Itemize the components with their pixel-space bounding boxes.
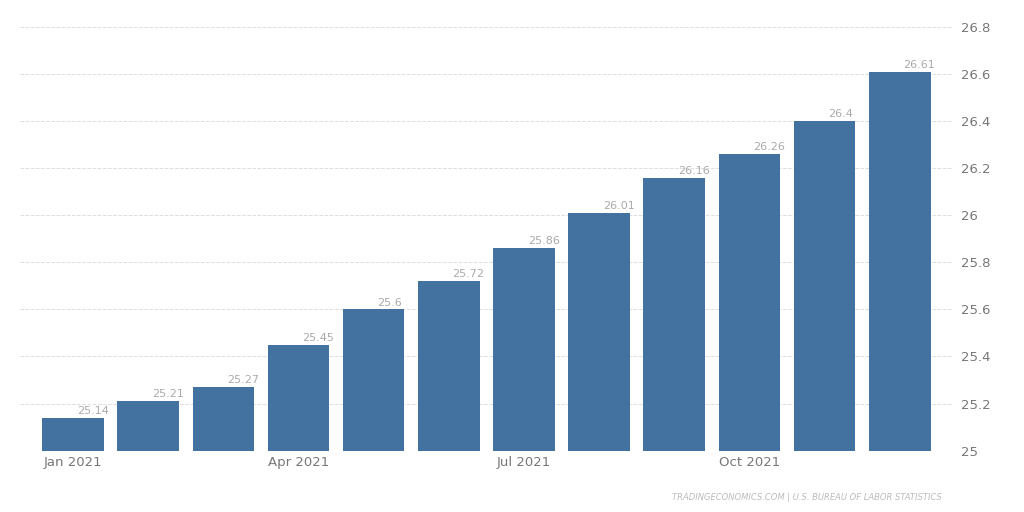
- Text: 25.45: 25.45: [302, 333, 334, 343]
- Bar: [118, 401, 179, 451]
- Bar: [267, 345, 330, 451]
- Bar: [869, 72, 931, 451]
- Text: TRADINGECONOMICS.COM | U.S. BUREAU OF LABOR STATISTICS: TRADINGECONOMICS.COM | U.S. BUREAU OF LA…: [672, 493, 942, 502]
- Text: 25.6: 25.6: [378, 297, 402, 308]
- Bar: [643, 178, 706, 451]
- Text: 26.01: 26.01: [603, 201, 635, 211]
- Text: 25.21: 25.21: [152, 389, 184, 399]
- Bar: [494, 248, 555, 451]
- Text: 25.86: 25.86: [527, 237, 559, 246]
- Bar: [719, 154, 780, 451]
- Text: 26.61: 26.61: [903, 60, 935, 70]
- Bar: [343, 309, 404, 451]
- Bar: [794, 121, 855, 451]
- Bar: [193, 387, 254, 451]
- Text: 25.72: 25.72: [453, 269, 484, 280]
- Bar: [568, 213, 630, 451]
- Text: 26.26: 26.26: [754, 142, 785, 152]
- Text: 25.27: 25.27: [227, 375, 259, 385]
- Text: 25.14: 25.14: [77, 406, 109, 416]
- Bar: [418, 281, 479, 451]
- Bar: [42, 418, 103, 451]
- Text: 26.16: 26.16: [678, 166, 710, 176]
- Text: 26.4: 26.4: [828, 110, 853, 119]
